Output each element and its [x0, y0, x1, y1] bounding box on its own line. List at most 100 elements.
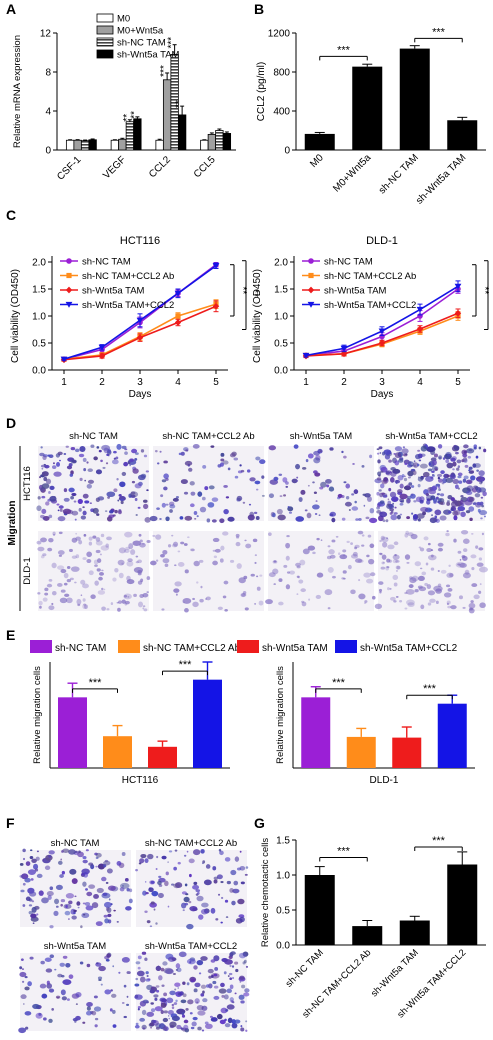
micrograph-d-cell: [469, 607, 474, 611]
marker-c1: [174, 319, 182, 326]
micrograph-d-cell: [75, 554, 80, 559]
micrograph-d-cell: [462, 453, 468, 458]
tick-label-x-c1: 3: [137, 377, 143, 388]
micrograph-d-cell: [413, 460, 416, 463]
micrograph-d-cell: [381, 554, 387, 560]
micrograph-d-cell: [256, 575, 259, 578]
micrograph-f-cell: [245, 1029, 248, 1032]
micrograph-d-cell: [48, 578, 53, 582]
micrograph-d-cell: [404, 592, 408, 595]
micrograph-d-cell: [451, 456, 457, 461]
micrograph-d-cell: [86, 483, 92, 489]
micrograph-d-cell: [481, 532, 485, 536]
micrograph-d-cell: [328, 486, 335, 492]
micrograph-f-cell: [75, 1015, 81, 1021]
micrograph-d-cell: [88, 570, 94, 576]
tick-label-x-c2: 5: [455, 377, 461, 388]
micrograph-d-cell: [366, 578, 374, 584]
micrograph-d-cell: [419, 463, 428, 469]
micrograph-f-cell: [239, 916, 245, 923]
micrograph-d-cell: [143, 608, 148, 612]
bar-a: [215, 130, 224, 151]
micrograph-d-cell: [48, 605, 55, 611]
micrograph-d-cell: [457, 472, 463, 477]
micrograph-d-cell: [353, 489, 359, 495]
micrograph-d-cell: [470, 600, 474, 604]
micrograph-f-cell: [75, 992, 82, 998]
legend-label-e: sh-Wnt5a TAM: [262, 643, 328, 654]
micrograph-d-cell: [389, 508, 394, 512]
micrograph-d-cell: [174, 564, 177, 567]
micrograph-f-cell: [49, 954, 55, 959]
micrograph-d-cell: [328, 549, 335, 555]
micrograph-d-cell: [376, 448, 380, 451]
row-label-d: HCT116: [22, 466, 33, 501]
micrograph-f-cell: [105, 881, 109, 884]
micrograph-d-cell: [134, 458, 138, 461]
micrograph-f-cell: [150, 1026, 152, 1029]
micrograph-d-cell: [381, 479, 388, 485]
micrograph-f-cell: [188, 858, 195, 864]
micrograph-d-cell: [117, 499, 120, 502]
micrograph-f-cell: [221, 994, 225, 998]
micrograph-f-cell: [61, 870, 65, 875]
micrograph-d-cell: [53, 462, 55, 465]
micrograph-d-cell: [385, 566, 389, 571]
micrograph-f-cell: [76, 901, 81, 906]
micrograph-f-cell: [44, 957, 52, 962]
micrograph-f-cell: [24, 877, 31, 883]
micrograph-f-cell: [141, 951, 147, 955]
micrograph-f-cell: [163, 1010, 168, 1014]
legend-label-c1: sh-Wnt5a TAM+CCL2: [82, 300, 174, 311]
bar-b: [447, 120, 478, 150]
micrograph-f-cell: [68, 900, 73, 905]
micrograph-d-cell: [439, 515, 447, 521]
micrograph-d-cell: [283, 564, 288, 568]
micrograph-f-cell: [180, 1027, 184, 1031]
micrograph-d-cell: [382, 541, 388, 548]
micrograph-d-cell: [123, 594, 128, 598]
micrograph-f-cell: [229, 888, 234, 893]
micrograph-d-cell: [144, 517, 151, 523]
micrograph-f-cell: [166, 997, 174, 1004]
micrograph-d-cell: [450, 501, 459, 507]
micrograph-f-cell: [175, 999, 178, 1003]
micrograph-f-cell: [158, 875, 162, 879]
micrograph-d-cell: [378, 446, 383, 450]
micrograph-f-cell: [42, 858, 45, 861]
micrograph-f-cell: [155, 985, 160, 988]
micrograph-d-cell: [403, 477, 408, 482]
bar-e2: [346, 736, 376, 768]
micrograph-d-cell: [169, 504, 176, 509]
micrograph-d-cell: [352, 463, 355, 465]
micrograph-d-cell: [470, 470, 475, 473]
micrograph-d-cell: [367, 534, 372, 538]
tick-label-x-a: VEGF: [101, 154, 128, 181]
marker-c1: [98, 352, 106, 360]
micrograph-f-cell: [81, 912, 90, 919]
micrograph-d-cell: [379, 500, 385, 504]
micrograph-f-cell: [213, 955, 220, 962]
micrograph-d-cell: [453, 445, 460, 451]
micrograph-d-cell: [196, 515, 199, 518]
micrograph-f-cell: [224, 1023, 231, 1028]
micrograph-f-cell: [151, 890, 159, 897]
micrograph-d-cell: [404, 462, 408, 466]
micrograph-d-cell: [363, 602, 367, 604]
micrograph-d-cell: [481, 504, 485, 508]
micrograph-d-cell: [457, 475, 462, 479]
micrograph-d-cell: [268, 493, 275, 499]
micrograph-f-cell: [192, 884, 200, 890]
micrograph-d-cell: [139, 542, 146, 548]
micrograph-f-cell: [234, 992, 237, 995]
micrograph-d-cell: [242, 590, 247, 595]
micrograph-d-cell: [69, 577, 74, 581]
sig-label-b: ***: [337, 44, 351, 56]
micrograph-d-cell: [378, 474, 381, 477]
micrograph-d-cell: [146, 489, 149, 492]
micrograph-d-cell: [141, 542, 145, 545]
micrograph-f-cell: [242, 961, 246, 965]
micrograph-f-cell: [191, 978, 195, 982]
micrograph-d-cell: [76, 598, 82, 605]
panel-letter-d: D: [6, 415, 16, 431]
